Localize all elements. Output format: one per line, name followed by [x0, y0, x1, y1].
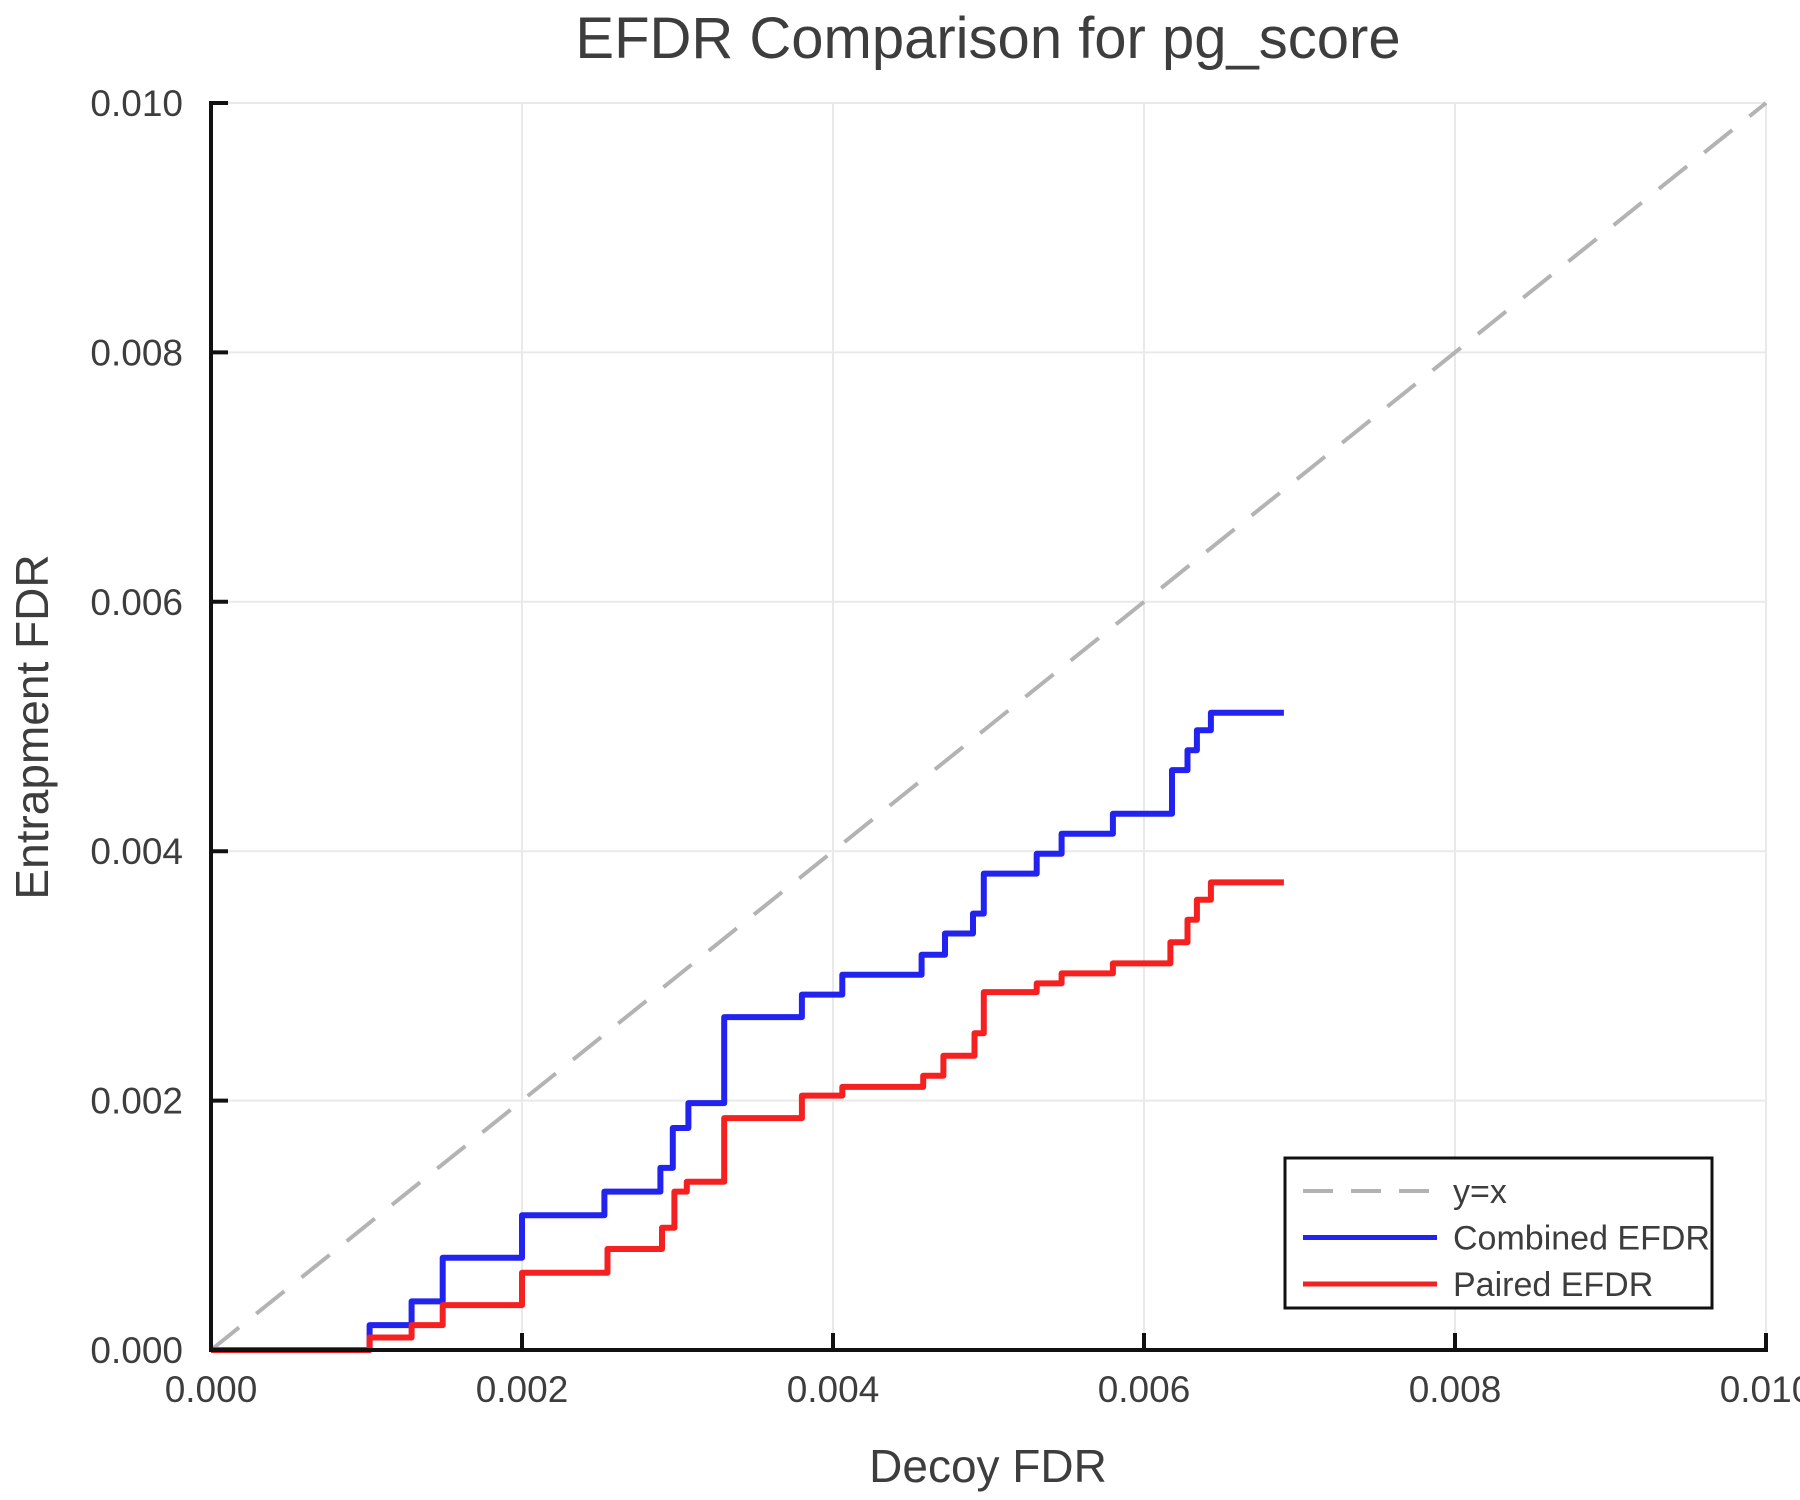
x-axis-label: Decoy FDR [869, 1440, 1107, 1492]
series-y-x [209, 101, 1768, 1352]
legend-item-label: Combined EFDR [1453, 1220, 1710, 1258]
tick-labels: 0.000 0.002 0.004 0.006 0.008 0.010 0.000 0.002… [90, 83, 1800, 1410]
legend: y=x Combined EFDR Paired EFDR [1283, 1156, 1714, 1310]
legend-item-label: y=x [1453, 1173, 1507, 1211]
x-tick-label: 0.000 [165, 1369, 258, 1410]
y-tick-label: 0.010 [90, 83, 183, 124]
series-paired-efdr [211, 879, 1284, 1353]
y-tick-label: 0.006 [90, 582, 183, 623]
x-tick-label: 0.008 [1409, 1369, 1502, 1410]
y-tick-label: 0.008 [90, 332, 183, 373]
series-lines [209, 101, 1768, 1353]
series-combined-efdr [211, 709, 1284, 1353]
legend-item-label: Paired EFDR [1453, 1266, 1653, 1304]
x-tick-label: 0.010 [1720, 1369, 1800, 1410]
chart-title: EFDR Comparison for pg_score [575, 6, 1400, 71]
tick-marks [209, 101, 1768, 1352]
y-axis-label: Entrapment FDR [6, 554, 58, 899]
y-tick-label: 0.004 [90, 831, 183, 872]
axes-spines [209, 101, 1768, 1352]
y-tick-label: 0.000 [90, 1330, 183, 1371]
x-tick-label: 0.004 [787, 1369, 880, 1410]
x-tick-label: 0.006 [1098, 1369, 1191, 1410]
y-tick-label: 0.002 [90, 1081, 183, 1122]
x-tick-label: 0.002 [476, 1369, 569, 1410]
